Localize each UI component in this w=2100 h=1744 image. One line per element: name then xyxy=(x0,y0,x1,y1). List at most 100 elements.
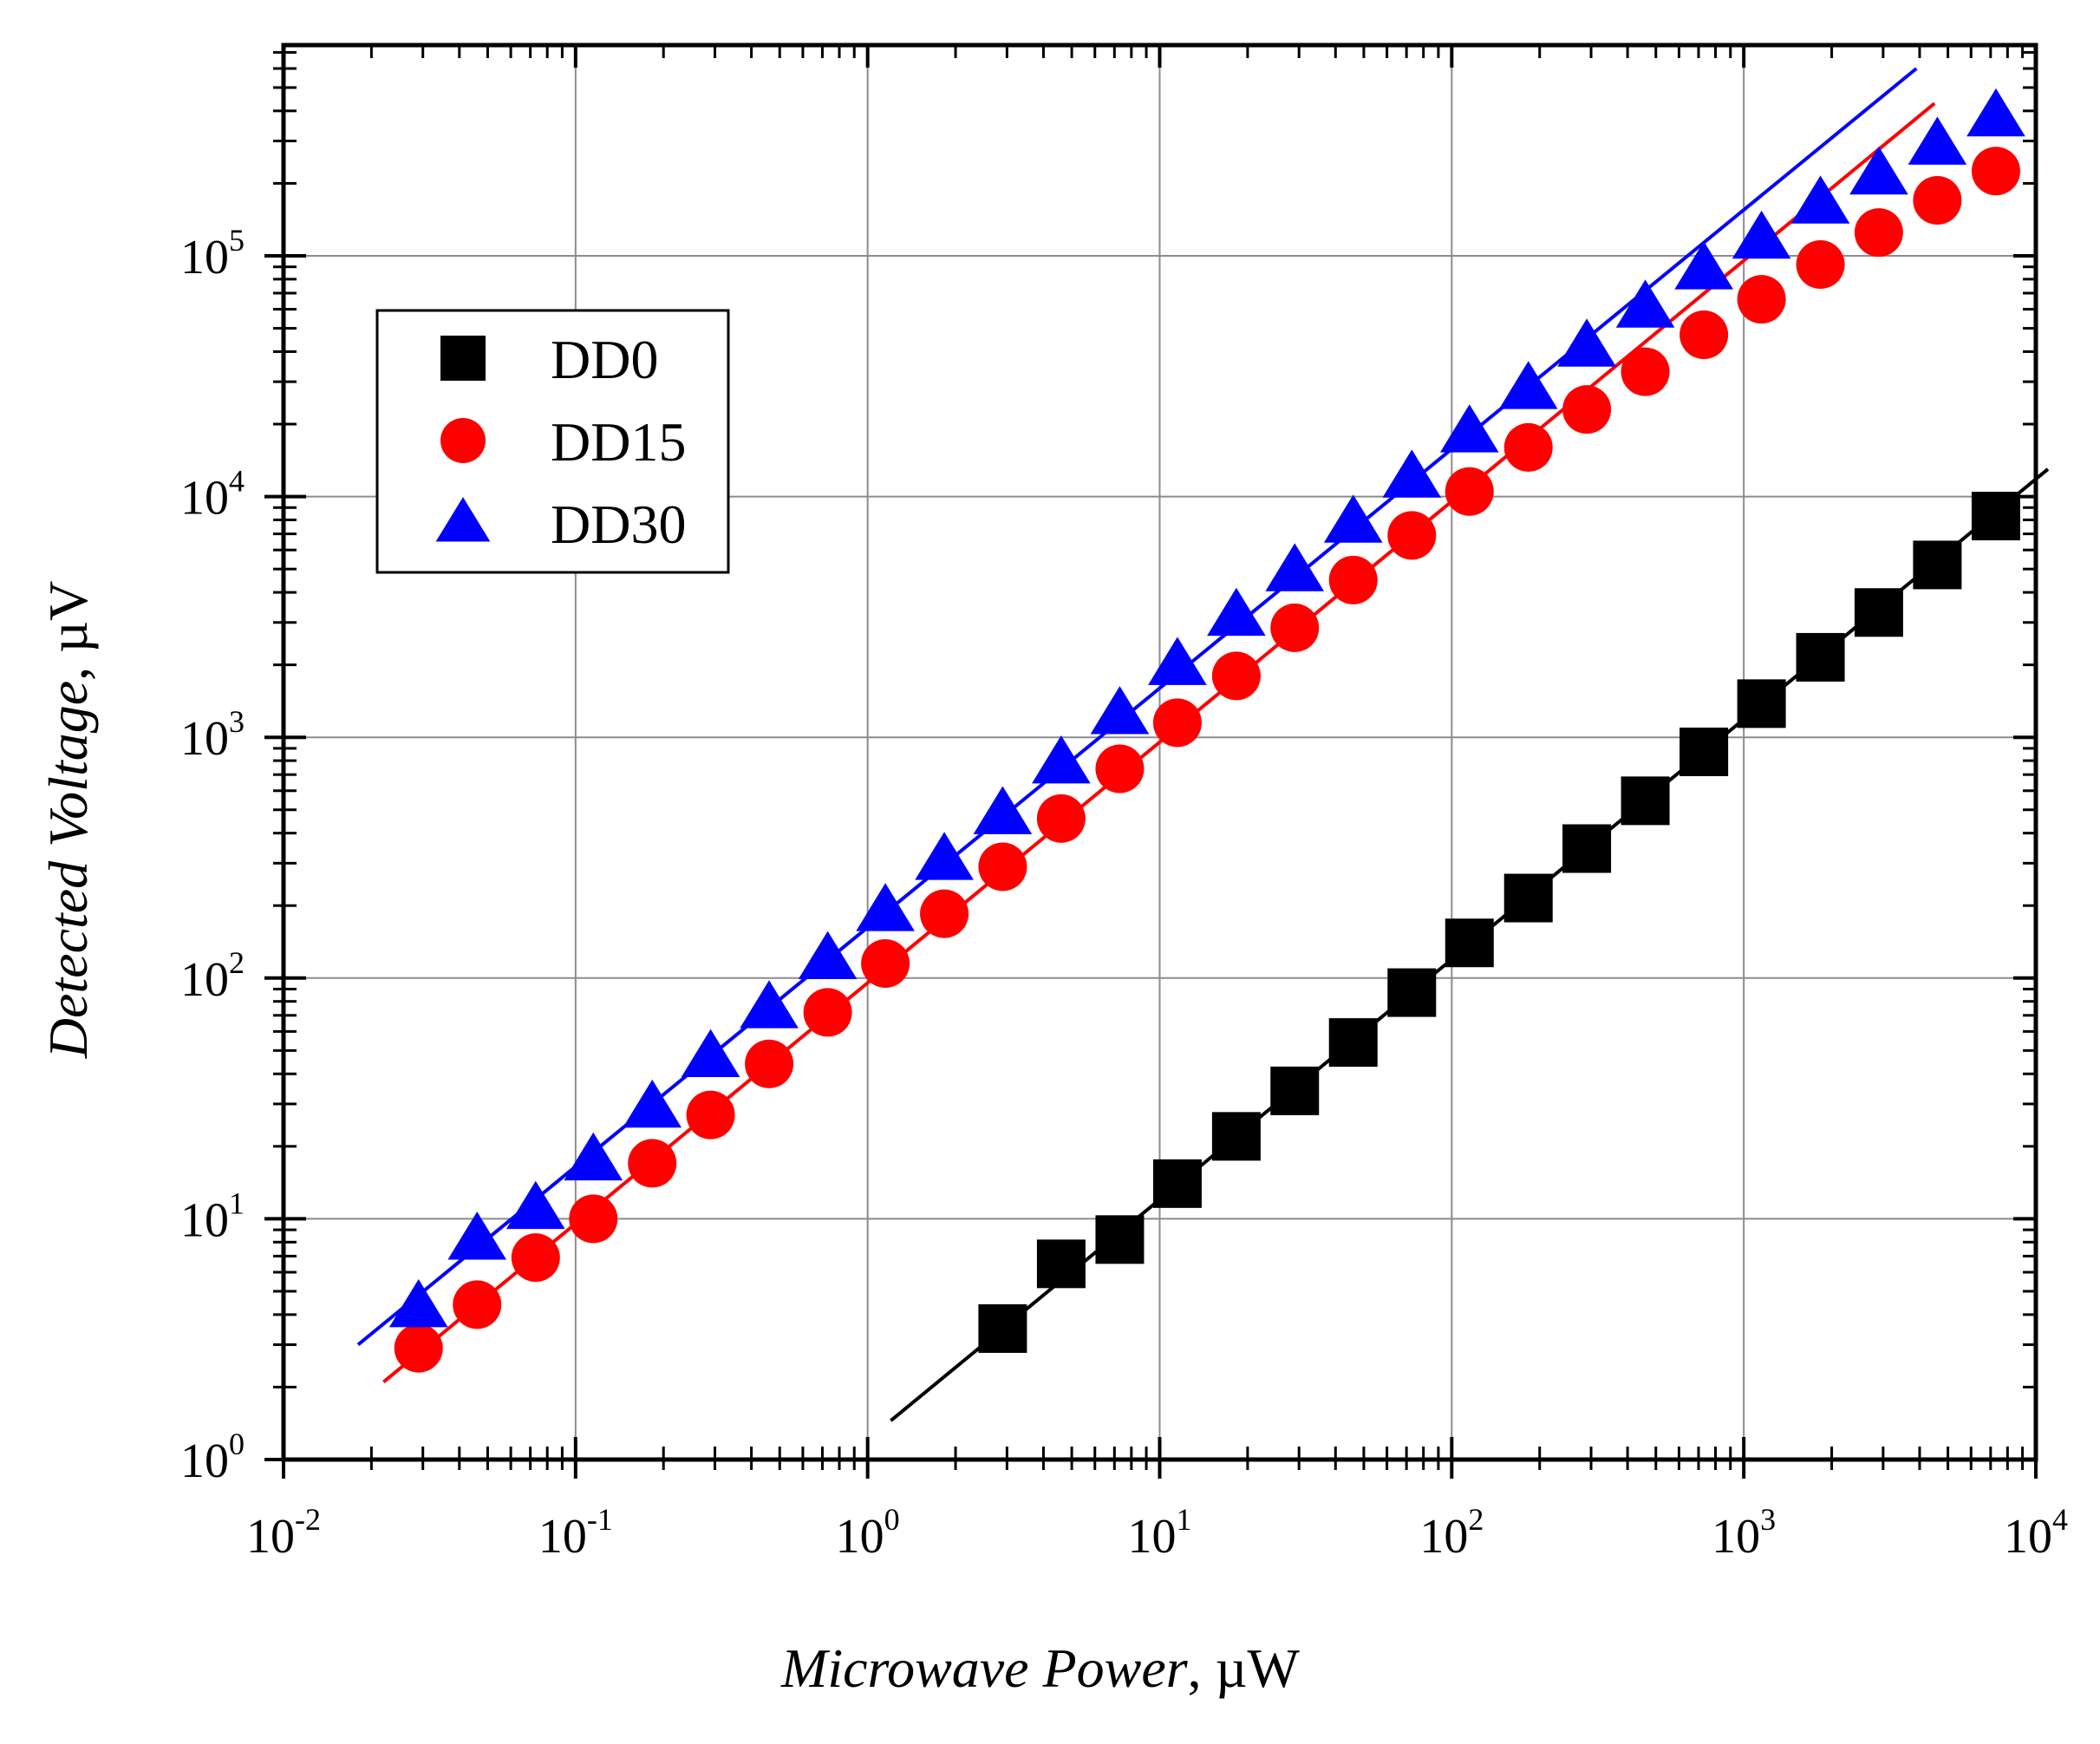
fit-line-dd30 xyxy=(356,67,1918,1347)
data-point-dd15 xyxy=(686,1090,735,1140)
data-point-dd30 xyxy=(1557,318,1616,367)
data-point-dd30 xyxy=(1265,543,1325,591)
data-point-dd30 xyxy=(681,1029,740,1078)
y-tick-label: 103 xyxy=(180,704,245,766)
data-point-dd15 xyxy=(394,1323,443,1373)
data-point-dd0 xyxy=(1445,918,1494,968)
data-point-dd0 xyxy=(1971,492,2020,541)
data-point-dd0 xyxy=(1737,679,1786,728)
data-point-dd30 xyxy=(1674,241,1733,290)
legend-entries: DD0 DD15 DD30 xyxy=(435,329,686,555)
data-point-dd15 xyxy=(1796,240,1845,290)
data-point-dd0 xyxy=(1211,1112,1261,1161)
data-point-dd30 xyxy=(1849,146,1908,195)
data-point-dd0 xyxy=(1387,968,1437,1017)
legend-marker-dd0 xyxy=(440,336,486,381)
data-point-dd15 xyxy=(511,1233,560,1283)
data-point-dd30 xyxy=(1148,637,1207,685)
data-point-dd15 xyxy=(1211,651,1261,701)
data-point-dd30 xyxy=(915,832,974,880)
data-point-dd30 xyxy=(1032,735,1091,784)
x-tick-label: 104 xyxy=(2004,1502,2068,1564)
data-point-dd15 xyxy=(1679,310,1729,360)
data-point-dd15 xyxy=(1913,176,1962,225)
data-point-dd30 xyxy=(1966,88,2025,137)
legend-label-dd0: DD0 xyxy=(551,329,658,390)
x-axis-title: Microwave Power, µW xyxy=(780,1637,1301,1699)
data-point-dd30 xyxy=(388,1278,448,1328)
data-point-dd15 xyxy=(1737,275,1786,324)
data-point-dd30 xyxy=(1090,686,1150,735)
data-point-dd15 xyxy=(569,1194,618,1244)
data-point-dd15 xyxy=(745,1039,794,1088)
data-point-dd30 xyxy=(973,786,1033,834)
data-point-dd15 xyxy=(861,938,910,988)
legend-label-dd30: DD30 xyxy=(551,493,686,555)
y-tick-label: 100 xyxy=(180,1427,245,1488)
y-tick-label: 102 xyxy=(180,945,245,1007)
data-point-dd30 xyxy=(1382,449,1442,498)
data-point-dd0 xyxy=(1036,1239,1086,1289)
data-point-dd0 xyxy=(1095,1215,1145,1264)
data-point-dd0 xyxy=(1679,727,1729,776)
data-point-dd0 xyxy=(1562,824,1612,873)
data-point-dd30 xyxy=(740,980,799,1029)
data-point-dd15 xyxy=(803,988,852,1037)
x-tick-label: 10-2 xyxy=(246,1502,321,1564)
data-point-dd30 xyxy=(564,1132,623,1181)
y-axis-title: Detected Voltage, µV xyxy=(37,581,99,1059)
x-tick-label: 101 xyxy=(1128,1502,1192,1564)
data-point-dd15 xyxy=(1503,422,1553,472)
data-point-dd30 xyxy=(1498,361,1558,409)
data-point-dd15 xyxy=(1621,347,1670,396)
data-point-dd15 xyxy=(1562,385,1612,434)
legend-box xyxy=(375,309,730,574)
data-point-dd15 xyxy=(1854,208,1903,258)
data-point-dd30 xyxy=(1790,175,1850,224)
legend: DD0 DD15 DD30 xyxy=(375,309,730,574)
data-point-dd30 xyxy=(1439,404,1499,453)
legend-label-dd15: DD15 xyxy=(551,411,686,473)
data-point-dd15 xyxy=(1270,603,1320,652)
data-point-dd0 xyxy=(1270,1066,1320,1115)
data-point-dd30 xyxy=(1908,116,1967,165)
data-point-dd15 xyxy=(1387,511,1437,560)
data-point-dd0 xyxy=(1152,1159,1202,1208)
data-markers xyxy=(388,88,2025,1373)
data-point-dd15 xyxy=(1152,698,1202,748)
x-tick-label: 102 xyxy=(1419,1502,1484,1564)
data-point-dd30 xyxy=(1615,279,1675,328)
data-point-dd0 xyxy=(1796,632,1845,682)
data-point-dd30 xyxy=(856,883,915,931)
data-point-dd0 xyxy=(1913,540,1962,590)
data-point-dd30 xyxy=(798,931,858,980)
tick-labels: 10-2 10-1 100 101 102 103 104 100 101 102 103 104 10… xyxy=(180,223,2068,1564)
data-point-dd15 xyxy=(1328,555,1378,604)
data-point-dd30 xyxy=(623,1079,682,1128)
data-point-dd30 xyxy=(447,1212,507,1260)
x-tick-label: 10-1 xyxy=(538,1502,613,1564)
legend-marker-dd30 xyxy=(435,497,491,542)
x-tick-label: 103 xyxy=(1712,1502,1776,1564)
data-point-dd0 xyxy=(1621,776,1670,826)
data-point-dd0 xyxy=(1328,1018,1378,1068)
data-point-dd0 xyxy=(978,1303,1027,1353)
x-tick-label: 100 xyxy=(836,1502,900,1564)
data-point-dd15 xyxy=(978,842,1027,892)
data-point-dd15 xyxy=(920,889,969,938)
data-point-dd15 xyxy=(1971,147,2020,196)
data-point-dd30 xyxy=(1323,494,1383,543)
y-tick-label: 101 xyxy=(180,1186,245,1247)
y-tick-label: 105 xyxy=(180,223,245,284)
legend-marker-dd15 xyxy=(440,418,486,463)
data-point-dd30 xyxy=(505,1180,565,1230)
data-point-dd0 xyxy=(1503,873,1553,923)
data-point-dd15 xyxy=(1095,744,1145,794)
data-point-dd15 xyxy=(1036,794,1086,843)
y-tick-label: 104 xyxy=(180,464,245,526)
data-point-dd0 xyxy=(1854,588,1903,637)
data-point-dd15 xyxy=(1445,467,1494,516)
data-point-dd30 xyxy=(1732,210,1791,259)
data-point-dd15 xyxy=(453,1280,502,1329)
